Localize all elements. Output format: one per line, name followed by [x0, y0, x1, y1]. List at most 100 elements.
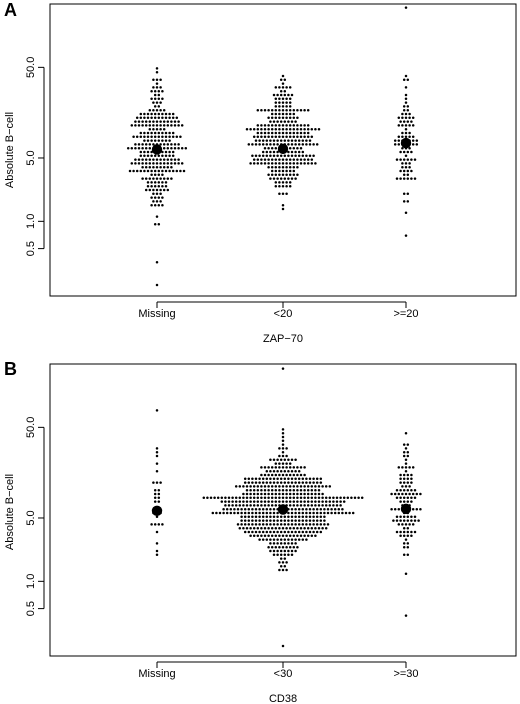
data-point [278, 488, 281, 492]
data-point [283, 93, 287, 97]
data-point [402, 454, 406, 458]
data-point [346, 496, 350, 500]
data-point [303, 492, 306, 496]
data-point [245, 496, 249, 500]
data-point [269, 150, 272, 154]
data-point [404, 466, 408, 469]
data-point [155, 447, 159, 450]
data-point [314, 127, 317, 131]
data-point [402, 169, 406, 173]
data-point [299, 131, 303, 135]
data-point [222, 511, 225, 515]
data-point [166, 146, 170, 150]
data-point [157, 181, 161, 184]
data-point [270, 500, 274, 503]
data-point [162, 146, 166, 150]
data-point [252, 496, 256, 500]
data-point [251, 530, 254, 534]
data-point [276, 458, 279, 462]
data-point [283, 557, 287, 560]
data-point [308, 523, 312, 526]
data-point [281, 124, 285, 127]
data-point [153, 131, 157, 135]
data-point [306, 131, 310, 135]
data-point [240, 523, 243, 526]
data-point [155, 542, 159, 545]
data-point [161, 173, 164, 177]
data-point [406, 173, 410, 177]
data-point [315, 530, 319, 534]
data-point [397, 124, 401, 127]
data-point [292, 146, 296, 150]
data-point [410, 534, 413, 538]
data-point [146, 131, 150, 135]
data-point [402, 120, 406, 123]
data-point [279, 553, 283, 557]
data-point [173, 124, 177, 127]
data-point [274, 165, 278, 169]
data-point [269, 139, 272, 142]
data-point [144, 146, 148, 150]
data-point [231, 504, 234, 507]
data-point [238, 485, 242, 488]
data-point [227, 500, 231, 503]
data-point [285, 101, 288, 104]
data-point [278, 561, 281, 564]
data-point [402, 450, 406, 454]
data-point [395, 519, 399, 522]
data-point [310, 135, 314, 139]
median-marker [151, 144, 163, 155]
data-point [285, 454, 288, 458]
data-point [242, 485, 245, 488]
data-point [288, 169, 292, 173]
data-point [278, 169, 281, 173]
data-point [281, 127, 285, 131]
data-point [319, 515, 323, 519]
data-point [272, 553, 276, 557]
data-point [303, 496, 306, 500]
data-point [402, 108, 406, 112]
data-point [310, 526, 314, 530]
data-point [312, 523, 315, 526]
data-point [401, 466, 404, 469]
data-point [342, 500, 346, 503]
data-point [392, 519, 395, 522]
data-point [330, 507, 333, 511]
data-point [290, 177, 294, 180]
data-point [153, 523, 157, 526]
data-point [240, 507, 243, 511]
data-point [408, 165, 411, 169]
data-point [152, 165, 155, 169]
data-point [256, 488, 260, 492]
data-point [152, 192, 155, 196]
data-point [272, 120, 276, 123]
data-point [401, 146, 404, 150]
data-point [285, 561, 288, 564]
data-point [150, 131, 153, 135]
data-point [263, 492, 267, 496]
data-point [408, 124, 411, 127]
data-point [306, 492, 310, 496]
data-point [159, 127, 162, 131]
data-point [310, 488, 314, 492]
data-point [393, 507, 397, 511]
data-point [294, 154, 297, 158]
data-point [408, 492, 411, 496]
data-point [406, 481, 410, 484]
data-point [404, 135, 408, 139]
data-point [393, 492, 397, 496]
data-point [252, 127, 256, 131]
data-point [283, 154, 287, 158]
data-point [276, 93, 279, 97]
data-point [395, 530, 399, 534]
data-point [141, 143, 144, 146]
data-point [399, 496, 402, 500]
data-point [279, 177, 283, 180]
data-point [272, 542, 276, 545]
data-point [281, 500, 285, 503]
data-point [279, 530, 283, 534]
data-point [252, 534, 256, 538]
data-point [335, 496, 339, 500]
data-point [236, 507, 240, 511]
data-point [141, 120, 144, 123]
